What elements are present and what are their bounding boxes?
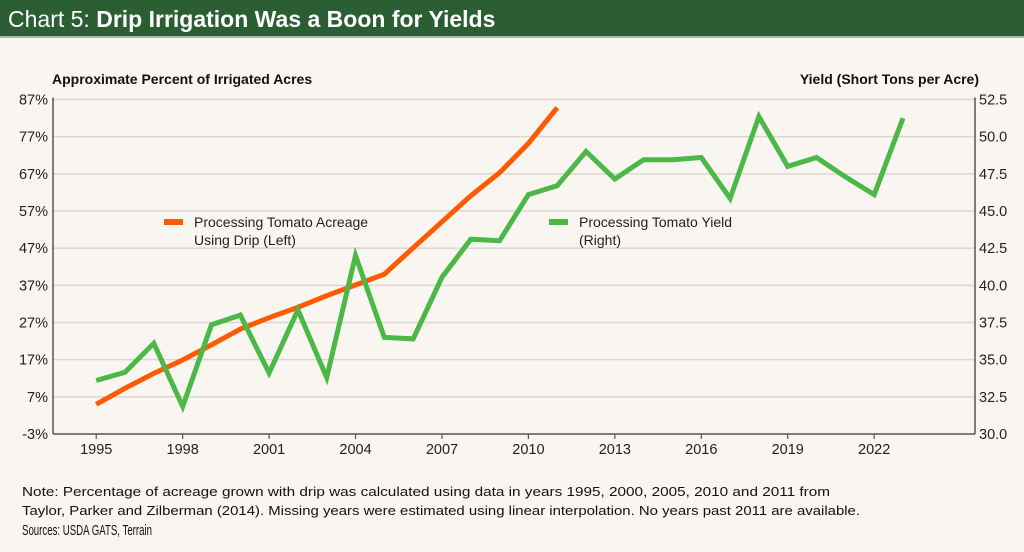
left-tick-label: 7% <box>27 390 48 406</box>
x-tick-label: 2004 <box>339 442 371 458</box>
left-tick-label: 17% <box>19 353 48 369</box>
x-tick-label: 2013 <box>599 442 631 458</box>
right-tick-label: 42.5 <box>979 241 1007 257</box>
left-tick-label: 27% <box>19 316 48 332</box>
left-tick-label: 77% <box>19 130 48 146</box>
x-tick-label: 2019 <box>772 442 804 458</box>
left-tick-label: 67% <box>19 167 48 183</box>
chart-number: Chart 5: <box>8 6 90 32</box>
footnote-line-2: Taylor, Parker and Zilberman (2014). Mis… <box>22 503 860 518</box>
yield-line <box>95 110 906 414</box>
legend-label: Using Drip (Left) <box>194 232 296 248</box>
right-tick-label: 52.5 <box>979 93 1007 109</box>
footnote-line-1: Note: Percentage of acreage grown with d… <box>22 484 830 499</box>
right-axis-title: Yield (Short Tons per Acre) <box>800 71 979 87</box>
left-tick-label: -3% <box>22 427 48 443</box>
x-tick-label: 2001 <box>253 442 285 458</box>
x-tick-label: 2016 <box>685 442 717 458</box>
right-tick-label: 30.0 <box>979 427 1007 443</box>
sources: Sources: USDA GATS, Terrain <box>22 522 152 539</box>
left-tick-label: 47% <box>19 241 48 257</box>
legend-swatch <box>164 219 183 225</box>
legend-label: Processing Tomato Acreage <box>194 214 368 230</box>
legend-label: (Right) <box>579 232 621 248</box>
x-tick-label: 2022 <box>858 442 890 458</box>
left-axis-title: Approximate Percent of Irrigated Acres <box>52 71 312 87</box>
right-tick-label: 50.0 <box>979 130 1007 146</box>
left-tick-label: 57% <box>19 204 48 220</box>
legend-swatch <box>549 219 568 225</box>
right-tick-label: 37.5 <box>979 316 1007 332</box>
right-tick-label: 40.0 <box>979 278 1007 294</box>
left-tick-label: 37% <box>19 278 48 294</box>
right-tick-label: 47.5 <box>979 167 1007 183</box>
right-tick-label: 45.0 <box>979 204 1007 220</box>
legend-label: Processing Tomato Yield <box>579 214 732 230</box>
x-tick-label: 1995 <box>80 442 112 458</box>
x-tick-label: 1998 <box>167 442 199 458</box>
right-tick-label: 35.0 <box>979 353 1007 369</box>
x-tick-label: 2010 <box>512 442 544 458</box>
left-tick-label: 87% <box>19 93 48 109</box>
chart-title: Drip Irrigation Was a Boon for Yields <box>96 6 496 32</box>
right-tick-label: 32.5 <box>979 390 1007 406</box>
x-tick-label: 2007 <box>426 442 458 458</box>
chart-header: Chart 5: Drip Irrigation Was a Boon for … <box>0 0 1024 38</box>
